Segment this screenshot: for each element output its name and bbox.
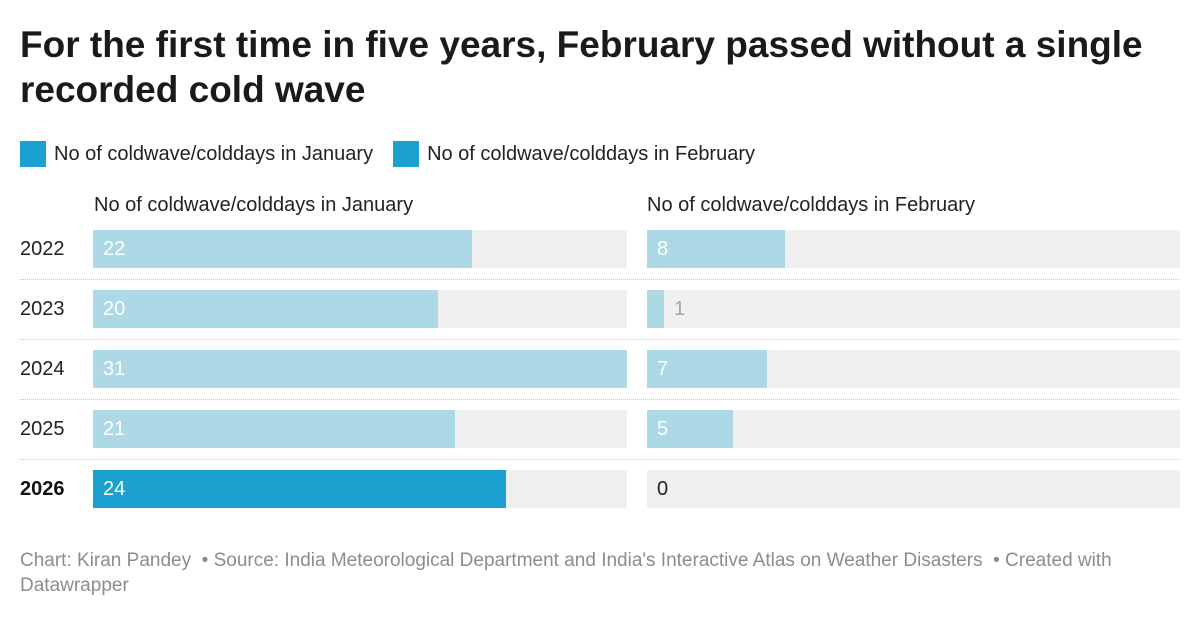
data-label-january-2025: 21 (103, 418, 126, 440)
row-label-2023: 2023 (20, 298, 65, 320)
row-separator (20, 459, 1180, 460)
legend-swatch-january (20, 141, 46, 167)
bar-track-february-2024: 7 (647, 350, 1180, 388)
bar-february-2022 (647, 230, 785, 268)
legend-item-february: No of coldwave/colddays in February (393, 141, 755, 167)
data-label-january-2024: 31 (103, 358, 126, 380)
bar-january-2023 (93, 290, 438, 328)
bar-january-2026 (93, 470, 506, 508)
data-label-february-2024: 7 (657, 358, 669, 380)
data-label-january-2023: 20 (103, 298, 126, 320)
panel-header-february: No of coldwave/colddays in February (647, 194, 975, 216)
bar-track-january-2026: 24 (93, 470, 627, 508)
bar-january-2024 (93, 350, 627, 388)
legend-label-february: No of coldwave/colddays in February (427, 142, 756, 165)
row-separator (20, 279, 1180, 280)
panel-header-january: No of coldwave/colddays in January (94, 194, 414, 216)
bar-track-february-2025: 5 (647, 410, 1180, 448)
bar-track-january-2024: 31 (93, 350, 627, 388)
bar-january-2022 (93, 230, 472, 268)
bar-track-january-2023: 20 (93, 290, 627, 328)
bar-february-2025 (647, 410, 733, 448)
row-separator (20, 339, 1180, 340)
data-label-february-2026: 0 (657, 478, 669, 500)
row-label-2025: 2025 (20, 418, 65, 440)
data-label-february-2025: 5 (657, 418, 669, 440)
bar-february-2023 (647, 290, 664, 328)
bar-track-january-2022: 22 (93, 230, 627, 268)
data-label-january-2022: 22 (103, 238, 126, 260)
row-label-2022: 2022 (20, 238, 65, 260)
bar-track-february-2026: 0 (647, 470, 1180, 508)
legend-swatch-february (393, 141, 420, 167)
row-separator (20, 399, 1180, 400)
bar-january-2025 (93, 410, 455, 448)
data-label-february-2022: 8 (657, 238, 669, 260)
row-label-2026: 2026 (20, 478, 65, 500)
source-note: • Source: India Meteorological Departmen… (201, 550, 983, 571)
footer: Chart: Kiran Pandey • Source: India Mete… (20, 548, 1180, 598)
data-label-february-2023: 1 (674, 298, 686, 320)
data-label-january-2026: 24 (103, 478, 126, 500)
row-label-2024: 2024 (20, 358, 65, 380)
legend: No of coldwave/colddays in January No of… (20, 140, 775, 168)
chart-title: For the first time in five years, Februa… (20, 24, 1143, 110)
bar-track-february-2022: 8 (647, 230, 1180, 268)
legend-item-january: No of coldwave/colddays in January (20, 141, 373, 167)
chart-credit: Chart: Kiran Pandey (20, 550, 192, 571)
bar-track-january-2025: 21 (93, 410, 627, 448)
bar-track-february-2023: 1 (647, 290, 1180, 328)
bar-february-2024 (647, 350, 767, 388)
legend-label-january: No of coldwave/colddays in January (54, 142, 374, 165)
datawrapper-credit: • Created with Datawrapper (20, 550, 1112, 596)
